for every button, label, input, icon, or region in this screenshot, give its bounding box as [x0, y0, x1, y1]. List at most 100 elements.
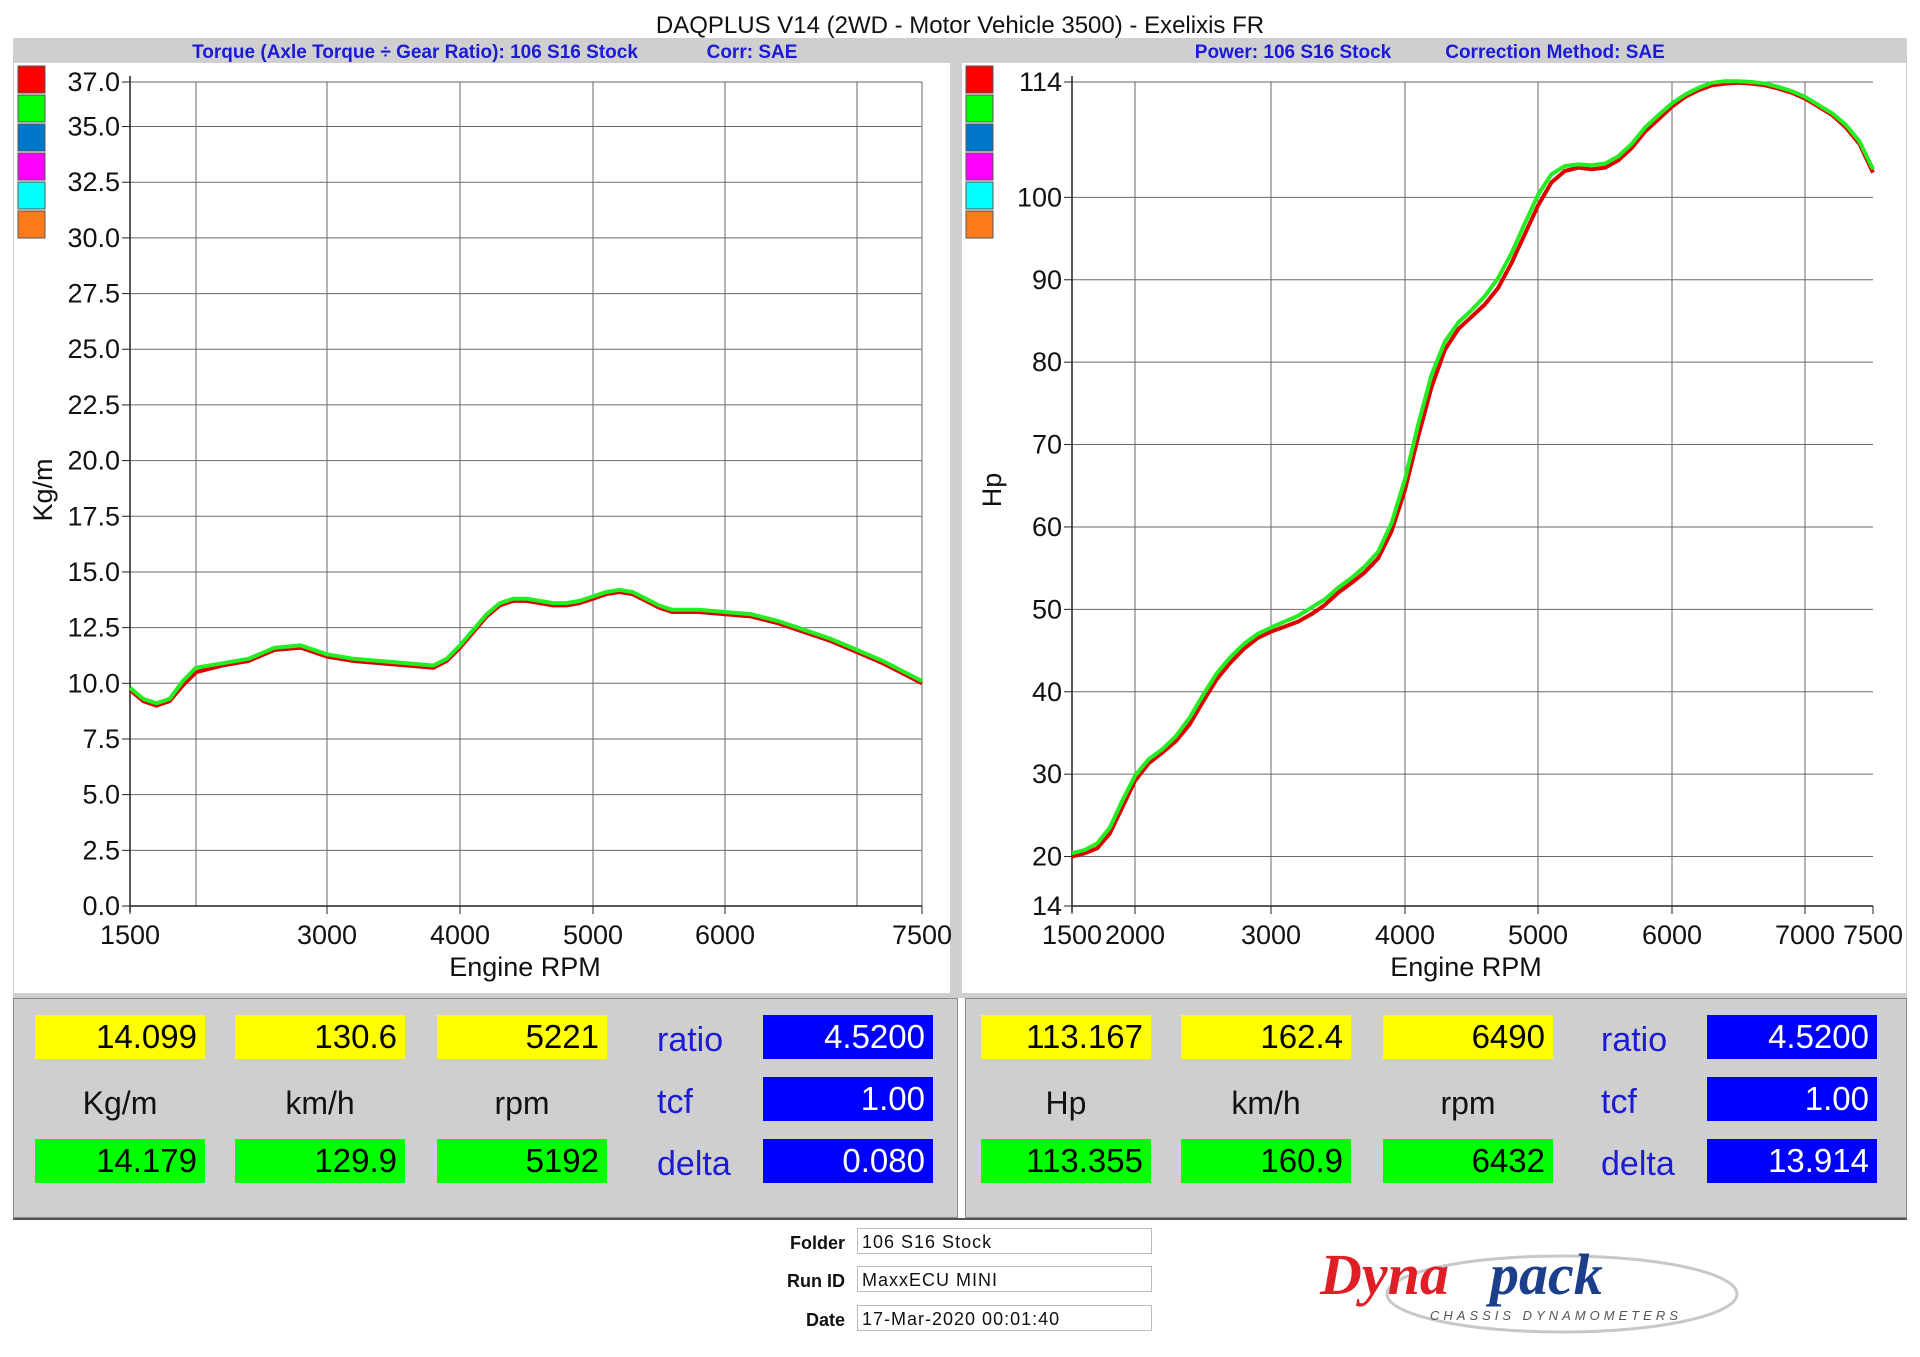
torque-corr: Corr: SAE — [707, 42, 798, 63]
power-ratio-label: ratio — [1601, 1021, 1668, 1059]
logo-brand-part1: Dyna — [1319, 1242, 1449, 1307]
torque-peak-rpm: 5221 — [437, 1015, 607, 1059]
power-rpm-unit: rpm — [1440, 1085, 1496, 1121]
legend-swatch — [17, 123, 46, 152]
x-tick-label: 5000 — [563, 920, 623, 950]
logo-brand-part2: pack — [1485, 1242, 1603, 1307]
speed-unit: km/h — [285, 1085, 355, 1121]
y-tick-label: 27.5 — [67, 279, 120, 309]
torque-xlabel: Engine RPM — [449, 952, 601, 982]
y-tick-label: 50 — [1032, 594, 1062, 624]
torque-compare-speed: 129.9 — [235, 1139, 405, 1183]
y-tick-label: 70 — [1032, 430, 1062, 460]
x-tick-label: 6000 — [1642, 920, 1702, 950]
power-ratio-value: 4.5200 — [1707, 1015, 1877, 1059]
torque-peak-value: 14.099 — [35, 1015, 205, 1059]
tcf-value: 1.00 — [763, 1077, 933, 1121]
series-line — [128, 587, 923, 706]
runid-value: MaxxECU MINI — [857, 1266, 1152, 1292]
y-tick-label: 90 — [1032, 265, 1062, 295]
torque-readout-panel: 14.099 130.6 5221 Kg/m km/h rpm 14.179 1… — [13, 998, 958, 1218]
logo-tagline: CHASSIS DYNAMOMETERS — [1430, 1308, 1682, 1323]
legend-swatch — [965, 181, 994, 210]
runid-label: Run ID — [787, 1271, 845, 1291]
power-unit: Hp — [1045, 1085, 1087, 1121]
series-line — [1071, 79, 1875, 856]
x-tick-label: 1500 — [1042, 920, 1102, 950]
y-tick-label: 5.0 — [82, 780, 120, 810]
y-tick-label: 12.5 — [67, 613, 120, 643]
y-tick-label: 10.0 — [67, 668, 120, 698]
torque-subtitle: Torque (Axle Torque ÷ Gear Ratio): 106 S… — [192, 42, 638, 63]
legend-swatch — [17, 152, 46, 181]
y-tick-label: 20 — [1032, 842, 1062, 872]
ratio-label: ratio — [657, 1021, 724, 1059]
delta-value: 0.080 — [763, 1139, 933, 1183]
power-ylabel: Hp — [977, 473, 1007, 508]
y-tick-label: 60 — [1032, 512, 1062, 542]
y-tick-label: 100 — [1017, 182, 1062, 212]
power-subtitle: Power: 106 S16 Stock — [1195, 42, 1392, 63]
series-line — [128, 590, 923, 708]
power-compare-speed: 160.9 — [1181, 1139, 1351, 1183]
legend-swatch — [17, 65, 46, 94]
x-tick-label: 3000 — [1241, 920, 1301, 950]
power-compare-value: 113.355 — [981, 1139, 1151, 1183]
torque-compare-rpm: 5192 — [437, 1139, 607, 1183]
rpm-unit: rpm — [494, 1085, 550, 1121]
panel-divider — [13, 1218, 1907, 1220]
y-tick-label: 15.0 — [67, 557, 120, 587]
power-compare-rpm: 6432 — [1383, 1139, 1553, 1183]
y-tick-label: 30 — [1032, 759, 1062, 789]
y-tick-label: 80 — [1032, 347, 1062, 377]
legend-swatch — [965, 123, 994, 152]
x-tick-label: 3000 — [297, 920, 357, 950]
power-tcf-value: 1.00 — [1707, 1077, 1877, 1121]
x-tick-label: 7500 — [892, 920, 952, 950]
delta-label: delta — [657, 1145, 731, 1183]
power-xlabel: Engine RPM — [1390, 952, 1542, 982]
torque-peak-speed: 130.6 — [235, 1015, 405, 1059]
legend-swatch — [17, 210, 46, 239]
y-tick-label: 14 — [1032, 891, 1062, 921]
x-tick-label: 5000 — [1508, 920, 1568, 950]
torque-unit: Kg/m — [82, 1085, 158, 1121]
power-delta-label: delta — [1601, 1145, 1675, 1183]
folder-label: Folder — [789, 1233, 845, 1253]
x-tick-label: 1500 — [100, 920, 160, 950]
y-tick-label: 20.0 — [67, 446, 120, 476]
y-tick-label: 30.0 — [67, 223, 120, 253]
legend-swatch — [965, 65, 994, 94]
legend-swatch — [17, 94, 46, 123]
main-title: DAQPLUS V14 (2WD - Motor Vehicle 3500) -… — [655, 12, 1265, 39]
ratio-value: 4.5200 — [763, 1015, 933, 1059]
x-tick-label: 6000 — [695, 920, 755, 950]
tcf-label: tcf — [657, 1083, 693, 1121]
legend-swatch — [965, 152, 994, 181]
date-label: Date — [805, 1310, 845, 1330]
power-delta-value: 13.914 — [1707, 1139, 1877, 1183]
legend-swatch — [965, 94, 994, 123]
y-tick-label: 35.0 — [67, 112, 120, 142]
y-tick-label: 7.5 — [82, 724, 120, 754]
x-tick-label: 2000 — [1105, 920, 1165, 950]
y-tick-label: 114 — [1019, 67, 1062, 97]
power-tcf-label: tcf — [1601, 1083, 1637, 1121]
torque-compare-value: 14.179 — [35, 1139, 205, 1183]
legend-swatch — [965, 210, 994, 239]
x-tick-label: 7500 — [1843, 920, 1903, 950]
y-tick-label: 2.5 — [82, 835, 120, 865]
power-speed-unit: km/h — [1231, 1085, 1301, 1121]
legend-swatch — [17, 181, 46, 210]
power-peak-rpm: 6490 — [1383, 1015, 1553, 1059]
power-corr: Correction Method: SAE — [1445, 42, 1665, 63]
x-tick-label: 7000 — [1775, 920, 1835, 950]
dynapack-logo: Dyna pack CHASSIS DYNAMOMETERS — [1319, 1242, 1739, 1334]
power-peak-speed: 162.4 — [1181, 1015, 1351, 1059]
y-tick-label: 0.0 — [82, 891, 120, 921]
y-tick-label: 22.5 — [67, 390, 120, 420]
power-readout-panel: 113.167 162.4 6490 Hp km/h rpm 113.355 1… — [965, 998, 1907, 1218]
folder-value: 106 S16 Stock — [857, 1228, 1152, 1254]
y-tick-label: 25.0 — [67, 334, 120, 364]
torque-ylabel: Kg/m — [28, 458, 58, 521]
